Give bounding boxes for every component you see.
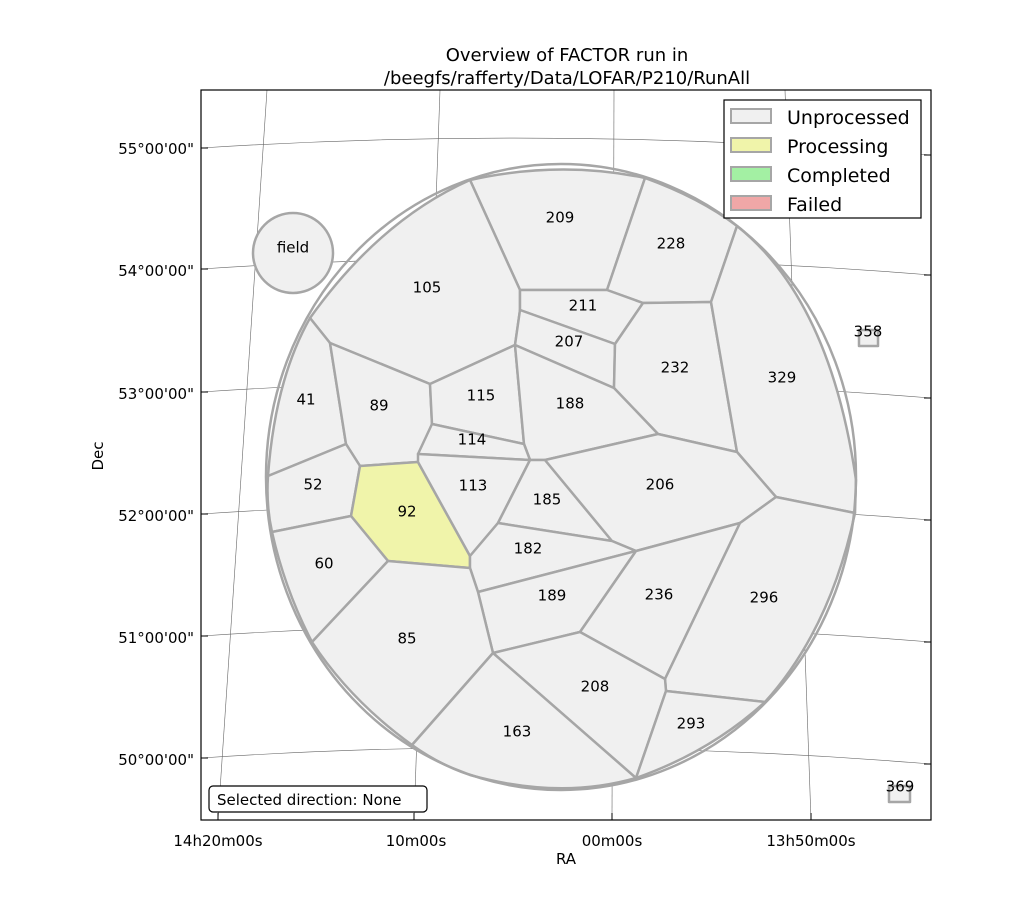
xtick-label: 10m00s	[386, 832, 447, 850]
facet-label-369: 369	[886, 778, 915, 796]
facet-label-185: 185	[533, 491, 562, 509]
facet-label-115: 115	[467, 387, 496, 405]
facet-label-206: 206	[646, 476, 675, 494]
facet-label-85: 85	[397, 630, 416, 648]
field-boundary	[264, 162, 858, 792]
selected-direction-text: Selected direction: None	[217, 791, 401, 809]
facet-label-188: 188	[556, 395, 585, 413]
legend-swatch-unprocessed	[730, 108, 772, 124]
xtick-label: 13h50m00s	[766, 832, 855, 850]
x-tick-labels: 14h20m00s 10m00s 00m00s 13h50m00s	[173, 832, 855, 850]
facet-label-113: 113	[459, 477, 488, 495]
facet-label-114: 114	[458, 431, 487, 449]
facet-label-232: 232	[661, 359, 690, 377]
facet-369[interactable]	[887, 784, 912, 804]
facet-293[interactable]	[634, 689, 767, 780]
legend-swatch-failed	[730, 195, 772, 211]
y-axis-label: Dec	[89, 441, 107, 470]
status-box	[208, 785, 428, 813]
field-marker-label: field	[277, 239, 309, 257]
facet-label-211: 211	[569, 297, 598, 315]
y-tick-labels: 55°00'00" 54°00'00" 53°00'00" 52°00'00" …	[118, 140, 194, 769]
plot-frame	[200, 89, 932, 821]
facet-85[interactable]	[310, 559, 495, 747]
facet-label-52: 52	[303, 476, 322, 494]
facet-label-358: 358	[854, 323, 883, 341]
facet-label-182: 182	[514, 540, 543, 558]
facet-labels: 209 228 105 211 207 232 329 41 89 115 18…	[296, 209, 914, 796]
facet-label-105: 105	[413, 279, 442, 297]
ytick-label: 51°00'00"	[118, 629, 194, 647]
facet-label-236: 236	[645, 586, 674, 604]
ytick-label: 54°00'00"	[118, 262, 194, 280]
facet-label-189: 189	[538, 587, 567, 605]
facet-label-208: 208	[581, 678, 610, 696]
facet-label-207: 207	[555, 333, 584, 351]
facet-label-296: 296	[750, 589, 779, 607]
ytick-label: 50°00'00"	[118, 751, 194, 769]
legend-label-unprocessed: Unprocessed	[787, 107, 910, 129]
legend-swatch-completed	[730, 166, 772, 182]
selected-direction-status: Selected direction: None	[208, 785, 428, 813]
ytick-label: 52°00'00"	[118, 507, 194, 525]
tick-marks	[201, 147, 931, 820]
x-axis-label: RA	[556, 850, 577, 868]
ytick-label: 55°00'00"	[118, 140, 194, 158]
ytick-label: 53°00'00"	[118, 385, 194, 403]
xtick-label: 00m00s	[582, 832, 643, 850]
legend-label-failed: Failed	[787, 194, 842, 216]
legend: Unprocessed Processing Completed Failed	[723, 99, 922, 219]
plot-title-line1: Overview of FACTOR run in	[446, 45, 689, 66]
ra-gridline-1420	[217, 89, 268, 821]
field-marker[interactable]	[251, 211, 335, 295]
facet-label-209: 209	[546, 209, 575, 227]
legend-swatch-processing	[730, 137, 772, 153]
facet-label-329: 329	[768, 369, 797, 387]
facet-358[interactable]	[857, 328, 880, 348]
legend-label-processing: Processing	[787, 136, 888, 158]
plot-title-line2: /beegfs/rafferty/Data/LOFAR/P210/RunAll	[384, 68, 750, 89]
facet-label-41: 41	[296, 391, 315, 409]
facet-label-60: 60	[314, 555, 333, 573]
facet-label-228: 228	[657, 235, 686, 253]
legend-label-completed: Completed	[787, 165, 891, 187]
facet-label-89: 89	[369, 397, 388, 415]
facet-label-92: 92	[397, 503, 416, 521]
facet-label-293: 293	[677, 715, 706, 733]
xtick-label: 14h20m00s	[173, 832, 262, 850]
facet-label-163: 163	[503, 723, 532, 741]
facet-polygons	[266, 168, 858, 790]
